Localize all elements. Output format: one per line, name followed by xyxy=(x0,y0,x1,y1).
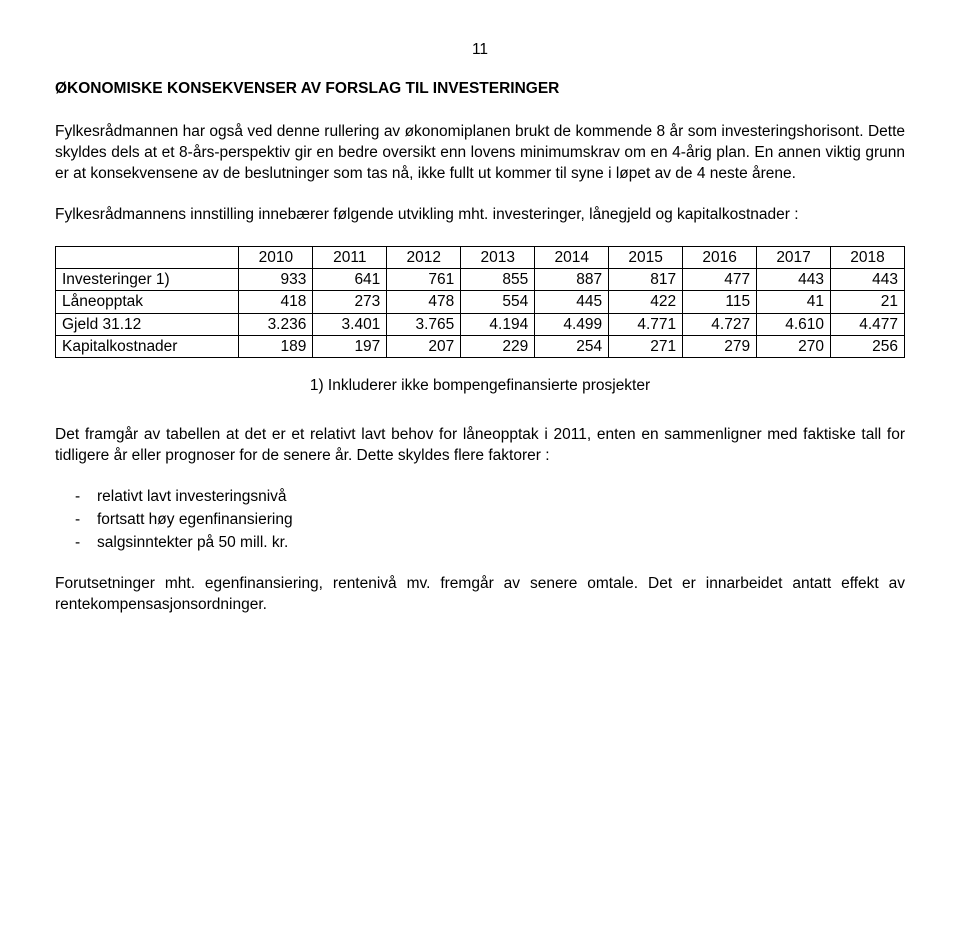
table-cell: 273 xyxy=(313,291,387,313)
table-cell: 41 xyxy=(757,291,831,313)
table-header-cell xyxy=(56,246,239,268)
table-cell: 445 xyxy=(535,291,609,313)
table-header-cell: 2015 xyxy=(609,246,683,268)
table-cell: 641 xyxy=(313,268,387,290)
table-cell: 554 xyxy=(461,291,535,313)
bullet-list: relativt lavt investeringsnivå fortsatt … xyxy=(55,487,905,554)
table-cell: 443 xyxy=(757,268,831,290)
paragraph-1: Fylkesrådmannen har også ved denne rulle… xyxy=(55,122,905,185)
table-cell: 817 xyxy=(609,268,683,290)
table-cell: Investeringer 1) xyxy=(56,268,239,290)
list-item: salgsinntekter på 50 mill. kr. xyxy=(97,533,905,554)
table-cell: 3.401 xyxy=(313,313,387,335)
table-cell: 3.236 xyxy=(239,313,313,335)
table-cell: 115 xyxy=(683,291,757,313)
table-cell: 422 xyxy=(609,291,683,313)
table-cell: 4.477 xyxy=(831,313,905,335)
table-row: Gjeld 31.12 3.236 3.401 3.765 4.194 4.49… xyxy=(56,313,905,335)
table-header-cell: 2011 xyxy=(313,246,387,268)
table-header-cell: 2018 xyxy=(831,246,905,268)
table-row: Kapitalkostnader 189 197 207 229 254 271… xyxy=(56,336,905,358)
table-cell: 229 xyxy=(461,336,535,358)
table-header-cell: 2010 xyxy=(239,246,313,268)
table-row: Investeringer 1) 933 641 761 855 887 817… xyxy=(56,268,905,290)
list-item: relativt lavt investeringsnivå xyxy=(97,487,905,508)
table-header-cell: 2016 xyxy=(683,246,757,268)
table-cell: 21 xyxy=(831,291,905,313)
table-cell: 4.194 xyxy=(461,313,535,335)
table-cell: 4.610 xyxy=(757,313,831,335)
table-cell: 477 xyxy=(683,268,757,290)
paragraph-4: Forutsetninger mht. egenfinansiering, re… xyxy=(55,574,905,616)
table-cell: Gjeld 31.12 xyxy=(56,313,239,335)
table-cell: 254 xyxy=(535,336,609,358)
table-cell: 887 xyxy=(535,268,609,290)
paragraph-3: Det framgår av tabellen at det er et rel… xyxy=(55,425,905,467)
table-footnote: 1) Inkluderer ikke bompengefinansierte p… xyxy=(55,376,905,397)
table-cell: 207 xyxy=(387,336,461,358)
table-cell: 189 xyxy=(239,336,313,358)
table-cell: 256 xyxy=(831,336,905,358)
table-header-cell: 2013 xyxy=(461,246,535,268)
table-cell: 279 xyxy=(683,336,757,358)
table-header-row: 2010 2011 2012 2013 2014 2015 2016 2017 … xyxy=(56,246,905,268)
table-cell: Kapitalkostnader xyxy=(56,336,239,358)
page-title: ØKONOMISKE KONSEKVENSER AV FORSLAG TIL I… xyxy=(55,79,905,100)
table-cell: 443 xyxy=(831,268,905,290)
table-cell: 933 xyxy=(239,268,313,290)
table-cell: 478 xyxy=(387,291,461,313)
table-cell: 4.727 xyxy=(683,313,757,335)
table-row: Låneopptak 418 273 478 554 445 422 115 4… xyxy=(56,291,905,313)
table-cell: 855 xyxy=(461,268,535,290)
paragraph-2: Fylkesrådmannens innstilling innebærer f… xyxy=(55,205,905,226)
table-cell: 3.765 xyxy=(387,313,461,335)
table-header-cell: 2014 xyxy=(535,246,609,268)
table-cell: 271 xyxy=(609,336,683,358)
page-number: 11 xyxy=(55,40,905,61)
table-cell: 270 xyxy=(757,336,831,358)
data-table: 2010 2011 2012 2013 2014 2015 2016 2017 … xyxy=(55,246,905,359)
table-cell: 4.771 xyxy=(609,313,683,335)
table-header-cell: 2012 xyxy=(387,246,461,268)
table-cell: 418 xyxy=(239,291,313,313)
table-cell: 761 xyxy=(387,268,461,290)
table-header-cell: 2017 xyxy=(757,246,831,268)
list-item: fortsatt høy egenfinansiering xyxy=(97,510,905,531)
table-cell: 197 xyxy=(313,336,387,358)
table-cell: Låneopptak xyxy=(56,291,239,313)
table-cell: 4.499 xyxy=(535,313,609,335)
